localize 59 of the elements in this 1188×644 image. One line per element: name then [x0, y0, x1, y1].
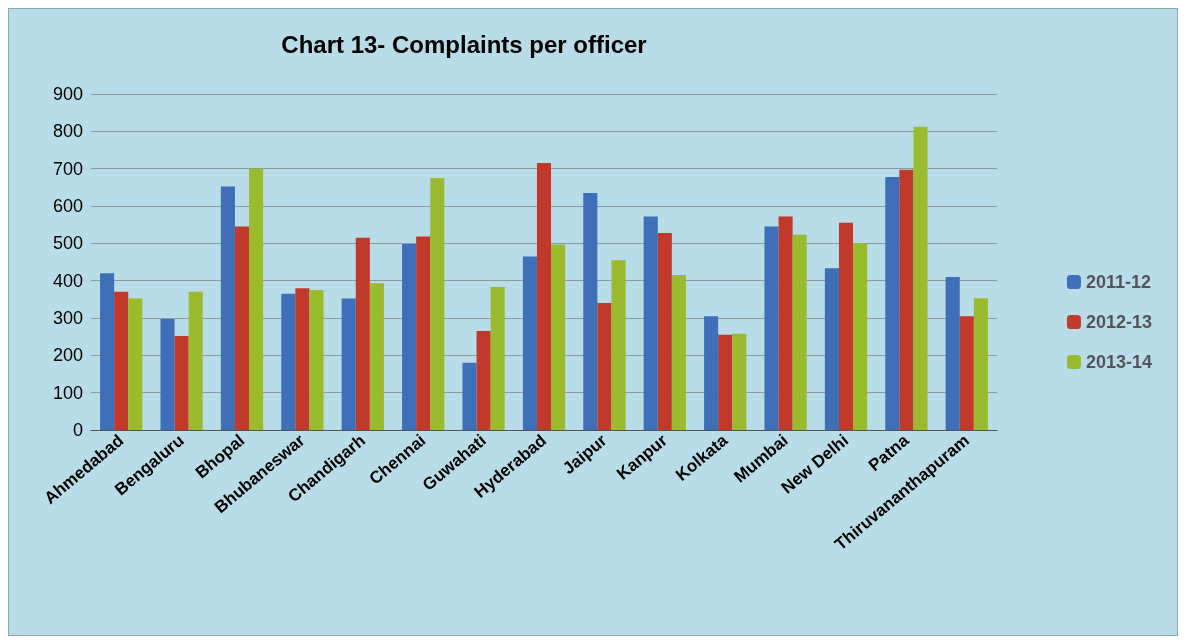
bar — [913, 126, 928, 430]
bar — [430, 178, 445, 430]
bar — [973, 298, 988, 430]
bar — [522, 256, 537, 430]
bar — [732, 333, 747, 430]
bar — [220, 186, 235, 430]
bar — [885, 176, 900, 430]
bar — [174, 335, 189, 430]
bar — [597, 303, 612, 430]
bar — [853, 243, 868, 430]
bar — [355, 237, 370, 430]
y-tick-label: 300 — [52, 308, 83, 328]
bar — [536, 163, 552, 430]
y-tick-label: 600 — [52, 196, 83, 216]
y-tick-label: 800 — [52, 121, 83, 142]
bar — [369, 283, 384, 430]
bar — [657, 232, 672, 430]
bar — [838, 222, 854, 430]
legend-label: 2012-13 — [1085, 312, 1152, 332]
y-tick-label: 0 — [72, 420, 83, 440]
bar — [583, 192, 598, 430]
bar — [402, 244, 417, 430]
bar — [778, 216, 793, 430]
legend-label: 2013-14 — [1085, 352, 1152, 372]
bar — [718, 334, 733, 430]
bar — [764, 226, 779, 430]
bar — [128, 298, 143, 430]
bar — [611, 260, 626, 430]
bar — [959, 316, 974, 430]
bar — [160, 319, 175, 430]
bar — [295, 288, 310, 430]
bar — [704, 316, 719, 430]
bar — [643, 216, 658, 430]
bar — [945, 276, 960, 430]
bar — [792, 234, 807, 430]
bar — [281, 293, 296, 430]
bar — [100, 273, 115, 430]
chart-title: Chart 13- Complaints per officer — [281, 30, 647, 58]
y-tick-label: 500 — [52, 233, 83, 254]
bar — [416, 236, 431, 430]
bar — [249, 168, 264, 430]
y-tick-label: 100 — [52, 382, 83, 403]
bar — [490, 287, 505, 430]
bar — [824, 268, 839, 430]
y-tick-label: 400 — [52, 270, 83, 291]
y-tick-label: 900 — [52, 84, 83, 104]
legend-label: 2011-12 — [1085, 272, 1152, 292]
bar — [462, 362, 477, 430]
bar — [114, 291, 129, 430]
bar — [899, 169, 914, 430]
bar — [234, 226, 250, 430]
bar — [551, 244, 566, 430]
y-tick-label: 200 — [52, 345, 83, 366]
bar — [309, 290, 324, 430]
y-tick-label: 700 — [52, 158, 83, 179]
bar — [476, 331, 491, 430]
bar — [671, 275, 686, 430]
bar — [188, 291, 203, 430]
bar — [341, 298, 356, 430]
